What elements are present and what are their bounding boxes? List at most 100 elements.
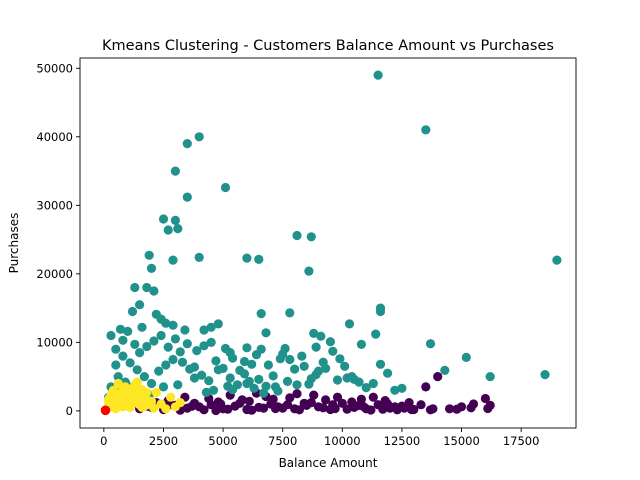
data-point [433,372,443,382]
data-point [154,366,164,376]
centroid-series [100,405,111,416]
data-point [158,214,169,224]
data-point [223,404,233,414]
data-point [192,346,202,356]
data-point [285,354,295,365]
data-point [185,364,195,374]
y-tick-label: 50000 [36,61,73,75]
data-point [144,250,154,260]
data-point [309,328,319,338]
data-point [309,390,319,400]
data-point [182,139,192,149]
data-point [383,368,393,378]
data-point [123,326,133,336]
data-point [399,403,409,413]
data-point [146,400,157,410]
y-tick-label: 40000 [36,130,73,144]
data-point [113,372,123,382]
data-point [168,255,178,265]
data-point [325,337,335,347]
data-point [254,254,264,264]
data-point [261,381,271,391]
data-point [213,365,223,375]
data-point [111,360,121,370]
data-point [259,403,269,413]
data-point [170,166,180,176]
data-point [321,363,331,373]
x-tick-label: 10000 [324,434,361,448]
data-point [173,380,183,390]
data-point [282,376,293,386]
y-axis-label: Purchases [7,213,21,274]
data-point [344,319,355,329]
cluster-series [104,70,562,402]
data-point [268,371,278,381]
data-point [182,192,192,202]
data-point [540,370,550,380]
data-point [135,300,145,310]
data-point [318,403,328,413]
data-point [142,387,152,397]
data-point [356,339,366,349]
data-point [189,373,200,383]
data-point [306,398,316,408]
data-point [161,318,171,328]
data-point [149,336,159,346]
data-point [421,125,431,135]
data-point [125,358,135,368]
data-point [321,395,331,405]
data-point [113,393,123,404]
data-point [483,403,493,414]
data-point [375,359,386,369]
data-point [197,370,207,380]
data-point [225,373,235,383]
data-point [273,386,283,396]
data-point [332,375,343,385]
data-point [235,365,245,375]
data-point [263,360,273,370]
data-point [335,354,345,364]
data-point [151,387,161,397]
data-point [280,343,290,354]
data-point [390,385,400,395]
axes-layer: 0 2500 5000 7500 10000 12500 15000 17500 0 10000 2… [36,61,539,448]
data-point [175,398,185,408]
data-point [135,348,145,358]
data-point [182,339,192,349]
data-point [416,400,426,410]
data-point [235,398,245,408]
data-point [342,373,352,383]
data-point [163,225,173,235]
data-point [220,182,231,193]
data-point [111,344,121,354]
data-point [211,405,221,416]
data-point [311,342,321,352]
data-point [194,252,204,262]
data-point [206,322,216,332]
data-point [204,376,214,386]
data-point [383,399,393,409]
data-point [115,324,126,334]
data-point [206,337,216,347]
data-point [282,400,293,410]
data-point [425,405,436,415]
data-point [440,365,450,375]
data-point [297,351,307,361]
data-point [340,361,350,371]
data-point [273,402,283,412]
data-point [213,319,223,329]
data-point [242,253,252,263]
data-point [199,325,209,335]
points-layer [100,70,562,416]
data-point [137,322,147,332]
data-point [118,351,128,361]
data-point [170,334,180,344]
data-point [247,405,257,415]
x-tick-label: 12500 [384,434,421,448]
data-point [294,405,304,415]
data-point [180,325,190,335]
data-point [261,328,271,338]
data-point [247,359,257,369]
x-tick-label: 5000 [208,434,237,448]
data-point [304,266,314,276]
